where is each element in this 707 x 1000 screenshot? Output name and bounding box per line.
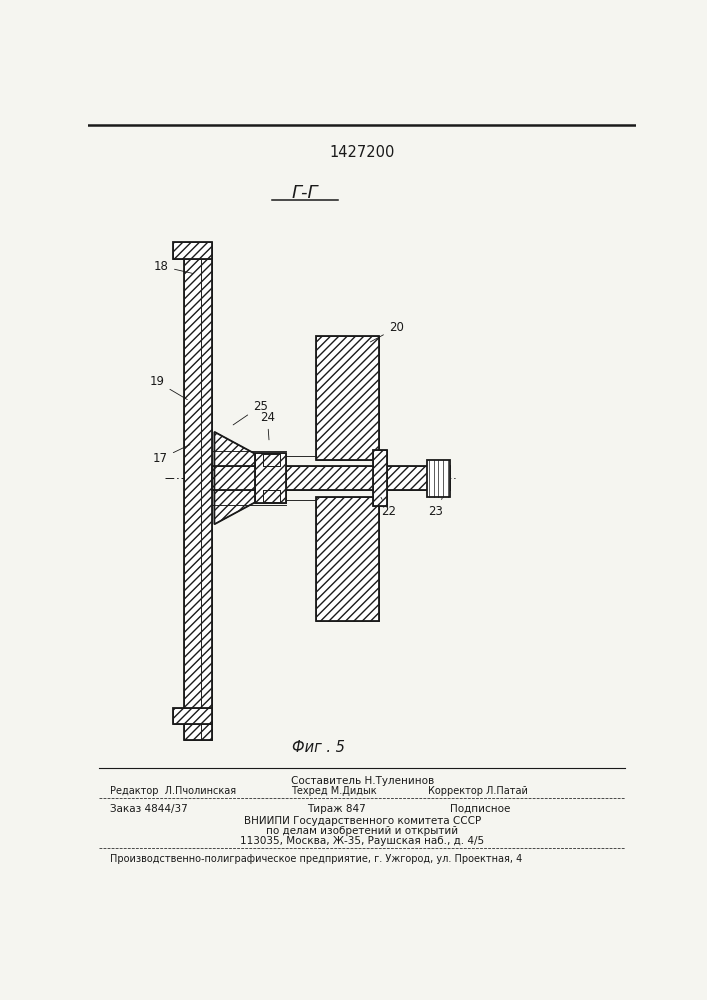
Bar (255, 453, 286, 503)
Bar (211, 466, 450, 490)
Text: 1427200: 1427200 (329, 145, 395, 160)
Text: 22: 22 (381, 497, 396, 518)
Text: ВНИИПИ Государственного комитета СССР: ВНИИПИ Государственного комитета СССР (244, 816, 481, 826)
Text: Заказ 4844/37: Заказ 4844/37 (110, 804, 188, 814)
Bar (316, 497, 379, 620)
Text: Редактор  Л.Пчолинская: Редактор Л.Пчолинская (110, 786, 236, 796)
Text: 19: 19 (150, 375, 187, 400)
Text: Составитель Н.Туленинов: Составитель Н.Туленинов (291, 776, 434, 786)
Bar (373, 450, 387, 506)
Bar (262, 454, 280, 466)
Bar (173, 708, 212, 724)
Text: Корректор Л.Патай: Корректор Л.Патай (428, 786, 528, 796)
Bar (173, 242, 212, 259)
Bar (255, 453, 286, 503)
Text: Производственно-полиграфическое предприятие, г. Ужгород, ул. Проектная, 4: Производственно-полиграфическое предприя… (110, 854, 522, 864)
Text: 24: 24 (260, 411, 275, 440)
Bar (427, 460, 450, 497)
Text: 23: 23 (428, 498, 443, 518)
Bar (316, 497, 379, 620)
Bar (373, 450, 387, 506)
Polygon shape (214, 432, 255, 524)
Bar (262, 454, 280, 466)
Bar (316, 336, 379, 460)
Bar (316, 336, 379, 460)
Bar (173, 242, 212, 259)
Text: 25: 25 (233, 400, 268, 425)
Bar (185, 243, 201, 740)
Bar (185, 243, 211, 740)
Bar (173, 708, 212, 724)
Text: Подписное: Подписное (450, 804, 510, 814)
Text: по делам изобретений и открытий: по делам изобретений и открытий (267, 826, 458, 836)
Text: Г-Г: Г-Г (291, 184, 318, 202)
Bar (201, 243, 211, 740)
Bar (211, 466, 450, 490)
Text: 20: 20 (370, 321, 404, 342)
Text: 17: 17 (153, 445, 190, 465)
Text: Фиг . 5: Фиг . 5 (292, 740, 345, 755)
Text: 18: 18 (154, 260, 192, 273)
Bar (262, 490, 280, 502)
Text: Тираж 847: Тираж 847 (308, 804, 366, 814)
Text: 113035, Москва, Ж-35, Раушская наб., д. 4/5: 113035, Москва, Ж-35, Раушская наб., д. … (240, 836, 484, 846)
Bar (262, 490, 280, 502)
Text: Техред М.Дидык: Техред М.Дидык (291, 786, 377, 796)
